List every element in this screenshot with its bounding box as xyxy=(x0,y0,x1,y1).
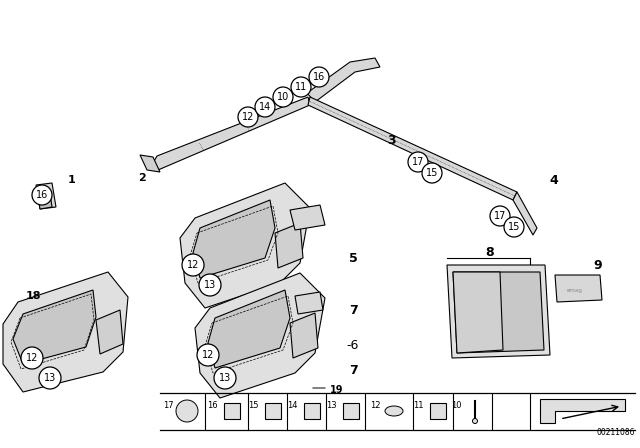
Text: 13: 13 xyxy=(44,373,56,383)
Text: 12: 12 xyxy=(187,260,199,270)
Text: 00211086: 00211086 xyxy=(596,428,635,437)
Text: 4: 4 xyxy=(550,173,558,186)
Text: 8: 8 xyxy=(486,246,494,258)
Polygon shape xyxy=(13,290,96,364)
Text: -6: -6 xyxy=(347,339,359,352)
Text: emag: emag xyxy=(567,288,583,293)
Polygon shape xyxy=(447,265,550,358)
Text: 14: 14 xyxy=(287,401,297,409)
Text: 12: 12 xyxy=(370,401,380,409)
Text: 17: 17 xyxy=(163,401,173,409)
Polygon shape xyxy=(304,403,320,419)
Text: 9: 9 xyxy=(594,258,602,271)
Polygon shape xyxy=(513,192,537,235)
Polygon shape xyxy=(208,290,290,368)
Text: 5: 5 xyxy=(349,251,357,264)
Text: 14: 14 xyxy=(259,102,271,112)
Text: 16: 16 xyxy=(313,72,325,82)
Circle shape xyxy=(176,400,198,422)
Text: 3: 3 xyxy=(388,134,396,146)
Circle shape xyxy=(21,347,43,369)
Polygon shape xyxy=(555,275,602,302)
Text: 2: 2 xyxy=(138,173,146,183)
Polygon shape xyxy=(290,205,325,230)
Polygon shape xyxy=(3,272,128,392)
Text: 17: 17 xyxy=(494,211,506,221)
Text: 1: 1 xyxy=(68,175,76,185)
Text: 12: 12 xyxy=(26,353,38,363)
Polygon shape xyxy=(343,403,359,419)
Circle shape xyxy=(422,163,442,183)
Circle shape xyxy=(255,97,275,117)
Circle shape xyxy=(238,107,258,127)
Text: 15: 15 xyxy=(426,168,438,178)
Circle shape xyxy=(472,418,477,423)
Polygon shape xyxy=(308,97,517,200)
Circle shape xyxy=(199,274,221,296)
Circle shape xyxy=(182,254,204,276)
Circle shape xyxy=(273,87,293,107)
Text: 7: 7 xyxy=(349,363,357,376)
Circle shape xyxy=(32,185,52,205)
Polygon shape xyxy=(195,273,325,398)
Ellipse shape xyxy=(385,406,403,416)
Polygon shape xyxy=(265,403,281,419)
Circle shape xyxy=(408,152,428,172)
Text: 16: 16 xyxy=(36,190,48,200)
Text: 12: 12 xyxy=(202,350,214,360)
Text: 13: 13 xyxy=(219,373,231,383)
Polygon shape xyxy=(453,272,544,353)
Text: 10: 10 xyxy=(277,92,289,102)
Text: 18: 18 xyxy=(25,291,41,301)
Circle shape xyxy=(197,344,219,366)
Polygon shape xyxy=(290,313,318,358)
Polygon shape xyxy=(36,183,56,209)
Text: 15: 15 xyxy=(248,401,259,409)
Polygon shape xyxy=(540,399,625,423)
Text: 10: 10 xyxy=(451,401,461,409)
Polygon shape xyxy=(96,310,123,354)
Text: 16: 16 xyxy=(207,401,218,409)
Text: 19: 19 xyxy=(330,385,344,395)
Polygon shape xyxy=(453,272,503,353)
Text: 13: 13 xyxy=(204,280,216,290)
Circle shape xyxy=(504,217,524,237)
Circle shape xyxy=(291,77,311,97)
Polygon shape xyxy=(430,403,446,419)
Text: 15: 15 xyxy=(508,222,520,232)
Text: 17: 17 xyxy=(412,157,424,167)
Polygon shape xyxy=(153,97,310,170)
Circle shape xyxy=(309,67,329,87)
Circle shape xyxy=(39,367,61,389)
Text: 11: 11 xyxy=(413,401,423,409)
Polygon shape xyxy=(180,183,310,308)
Polygon shape xyxy=(193,200,275,278)
Polygon shape xyxy=(38,193,52,209)
Text: 11: 11 xyxy=(295,82,307,92)
Circle shape xyxy=(490,206,510,226)
Text: 13: 13 xyxy=(326,401,336,409)
Polygon shape xyxy=(224,403,240,419)
Polygon shape xyxy=(295,292,323,314)
Polygon shape xyxy=(275,223,303,268)
Polygon shape xyxy=(307,58,380,102)
Text: 7: 7 xyxy=(349,303,357,316)
Text: 12: 12 xyxy=(242,112,254,122)
Polygon shape xyxy=(140,155,160,172)
Circle shape xyxy=(214,367,236,389)
